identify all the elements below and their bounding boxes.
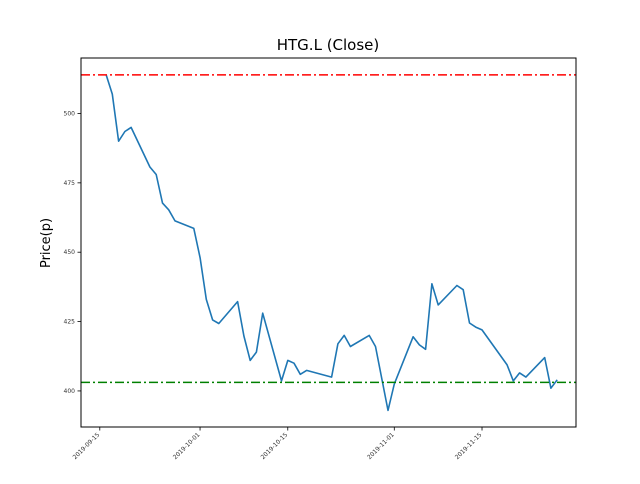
y-tick-label: 475 bbox=[64, 180, 76, 187]
y-tick-label: 500 bbox=[64, 110, 76, 117]
y-axis-label: Price(p) bbox=[39, 218, 54, 268]
y-tick-label: 400 bbox=[64, 388, 76, 395]
y-tick-label: 425 bbox=[64, 319, 76, 326]
y-tick-label: 450 bbox=[64, 249, 76, 256]
chart-title: HTG.L (Close) bbox=[277, 36, 380, 54]
